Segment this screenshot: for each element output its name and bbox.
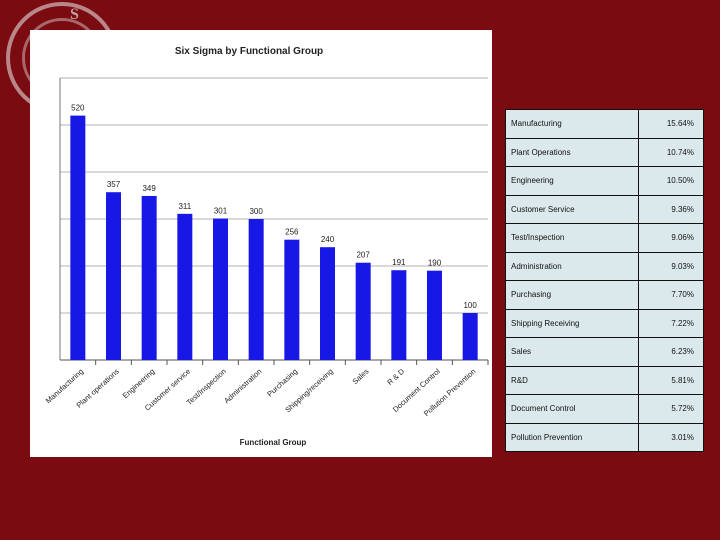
table-row: Customer Service 9.36% [505,194,704,224]
percentage-cell: 7.70% [638,280,704,310]
group-name-cell: Manufacturing [505,109,639,139]
percentage-cell: 9.03% [638,251,704,281]
percentage-table: Manufacturing 15.64% Plant Operations 10.74… [505,109,704,452]
table-row: Administration 9.03% [505,251,704,281]
bar-12 [462,313,478,360]
table-row: Plant Operations 10.74% [505,137,704,167]
bar-3 [141,195,157,360]
percentage-table-body: Manufacturing 15.64% Plant Operations 10.74… [505,109,704,452]
bar-value-label: 240 [321,235,335,244]
bar-1 [70,115,86,360]
bar-value-label: 311 [178,202,191,211]
bar-4 [177,213,193,360]
group-name-cell: Pollution Prevention [505,422,639,452]
group-name-cell: R&D [505,365,639,395]
bar-2 [106,192,121,360]
chart-title: Six Sigma by Functional Group [175,46,323,57]
table-row: Purchasing 7.70% [505,280,704,310]
group-name-cell: Administration [505,251,639,281]
bar-value-label: 301 [214,207,228,216]
bar-8 [320,247,335,360]
percentage-cell: 6.23% [638,337,704,367]
percentage-cell: 7.22% [638,308,704,338]
group-name-cell: Plant Operations [505,137,639,167]
group-name-cell: Sales [505,337,639,367]
gridlines [59,77,488,361]
table-row: Document Control 5.72% [505,394,704,424]
bars [70,115,478,360]
x-axis-label: Functional Group [240,438,307,447]
x-tick-label: Engineering [121,367,157,400]
bar-chart-panel: Six Sigma by Functional Group 520 357 349 3… [30,30,492,457]
x-tick-label: Sales [351,367,371,386]
percentage-cell: 15.64% [638,109,704,139]
percentage-cell: 5.81% [638,365,704,395]
percentage-cell: 9.06% [638,223,704,253]
bar-value-label: 349 [142,184,156,193]
x-tick-label: Purchasing [265,367,299,399]
bar-6 [248,219,264,360]
bar-5 [213,218,228,360]
bar-value-label: 100 [463,301,477,310]
bar-value-label: 191 [392,258,406,267]
table-row: Engineering 10.50% [505,166,704,196]
bar-10 [391,270,407,360]
bar-value-label: 300 [249,207,263,216]
bar-11 [427,270,442,360]
percentage-cell: 10.50% [638,166,704,196]
bar-value-label: 357 [107,180,121,189]
bar-value-label: 520 [71,104,85,113]
bar-value-label: 207 [356,251,370,260]
bar-value-label: 256 [285,228,299,237]
group-name-cell: Engineering [505,166,639,196]
x-tick-label: R & D [385,366,406,386]
bar-7 [284,239,300,360]
table-row: Test/Inspection 9.06% [505,223,704,253]
table-row: Pollution Prevention 3.01% [505,422,704,452]
percentage-cell: 3.01% [638,422,704,452]
group-name-cell: Document Control [505,394,639,424]
table-row: Shipping Receiving 7.22% [505,308,704,338]
group-name-cell: Shipping Receiving [505,308,639,338]
table-row: R&D 5.81% [505,365,704,395]
bar-chart: Six Sigma by Functional Group 520 357 349 3… [44,46,489,447]
group-name-cell: Purchasing [505,280,639,310]
bar-labels: 520 357 349 311 301 300 256 240 207 191 190 100 [71,104,477,310]
table-row: Sales 6.23% [505,337,704,367]
table-row: Manufacturing 15.64% [505,109,704,139]
x-tick-label: Administration [222,367,263,405]
group-name-cell: Test/Inspection [505,223,639,253]
logo-glyph: S [70,6,79,23]
percentage-cell: 9.36% [638,194,704,224]
percentage-cell: 5.72% [638,394,704,424]
group-name-cell: Customer Service [505,194,639,224]
bar-9 [355,262,371,360]
bar-value-label: 190 [428,259,442,268]
percentage-cell: 10.74% [638,137,704,167]
